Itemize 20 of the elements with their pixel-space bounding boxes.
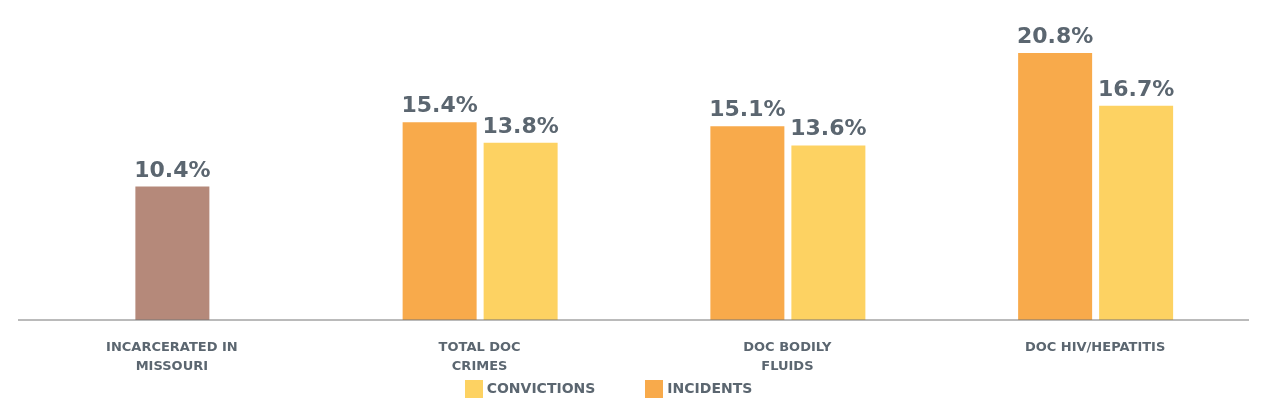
x-tick-label: INCARCERATED IN MISSOURI — [106, 339, 238, 374]
data-label: 15.4% — [401, 92, 478, 118]
data-label: 13.6% — [790, 115, 867, 141]
x-tick-label: DOC BODILY FLUIDS — [743, 339, 833, 374]
data-label: 10.4% — [134, 156, 211, 182]
legend-label: INCIDENTS — [667, 380, 753, 396]
x-tick-label: DOC HIV/HEPATITIS — [1024, 339, 1166, 355]
data-label: 13.8% — [482, 112, 559, 138]
legend-label: CONVICTIONS — [486, 380, 596, 396]
bar — [710, 126, 785, 320]
bar — [135, 186, 210, 320]
bar — [1099, 105, 1174, 320]
bar — [402, 122, 477, 320]
bar — [791, 145, 866, 320]
bar — [1018, 53, 1093, 320]
data-label: 15.1% — [709, 96, 786, 122]
x-tick-label: TOTAL DOC CRIMES — [438, 339, 521, 374]
bar — [483, 142, 558, 320]
data-label: 20.8% — [1016, 23, 1094, 48]
data-label: 16.7% — [1097, 75, 1175, 101]
